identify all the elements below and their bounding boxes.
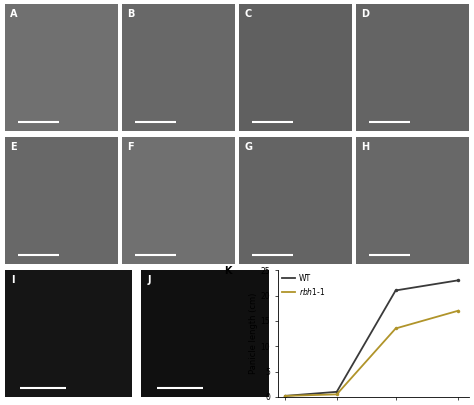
Text: K: K bbox=[224, 266, 232, 276]
Text: A: A bbox=[10, 9, 18, 19]
Text: C: C bbox=[245, 9, 252, 19]
Text: B: B bbox=[128, 9, 135, 19]
Text: E: E bbox=[10, 142, 17, 152]
Y-axis label: Panicle length (cm): Panicle length (cm) bbox=[249, 293, 258, 374]
Text: I: I bbox=[11, 275, 15, 285]
Text: J: J bbox=[148, 275, 151, 285]
Text: G: G bbox=[245, 142, 252, 152]
Text: F: F bbox=[128, 142, 134, 152]
Legend: WT, $rbh1$-$1$: WT, $rbh1$-$1$ bbox=[282, 274, 326, 297]
Text: D: D bbox=[361, 9, 369, 19]
Text: H: H bbox=[361, 142, 370, 152]
